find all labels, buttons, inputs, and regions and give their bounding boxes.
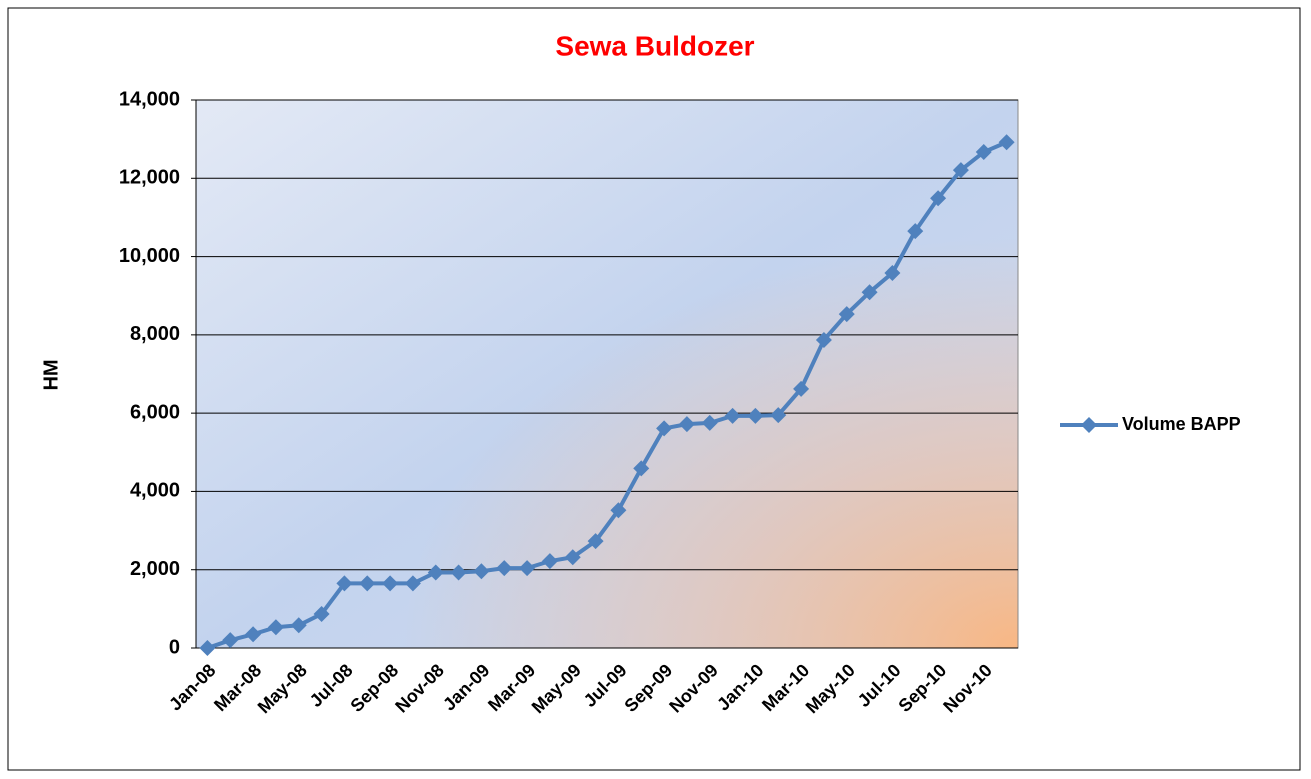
y-tick-label: 8,000 (130, 323, 180, 345)
marker (245, 626, 262, 643)
marker (724, 407, 741, 424)
plot-glow (195, 99, 1019, 649)
marker (907, 223, 924, 240)
y-tick-label: 0 (169, 636, 180, 658)
marker (587, 533, 604, 550)
marker (267, 619, 284, 636)
legend-label: Volume BAPP (1122, 414, 1241, 434)
marker (564, 549, 581, 566)
marker (541, 553, 558, 570)
marker (952, 162, 969, 179)
chart-title: Sewa Buldozer (555, 30, 754, 61)
marker (861, 284, 878, 301)
marker (450, 564, 467, 581)
marker (496, 560, 513, 577)
marker (770, 407, 787, 424)
marker (656, 420, 673, 437)
marker (815, 331, 832, 348)
marker (473, 563, 490, 580)
y-axis-title: HM (40, 359, 62, 390)
marker (793, 380, 810, 397)
marker (404, 575, 421, 592)
marker (884, 265, 901, 282)
y-tick-label: 10,000 (119, 245, 180, 267)
marker (199, 640, 216, 656)
marker (633, 460, 650, 477)
marker (930, 190, 947, 207)
marker (519, 560, 536, 577)
marker (678, 416, 695, 433)
legend-marker (1081, 417, 1097, 433)
marker (290, 617, 307, 634)
marker (336, 575, 353, 592)
marker (313, 605, 330, 622)
marker (701, 414, 718, 431)
marker (838, 306, 855, 323)
y-tick-label: 6,000 (130, 401, 180, 423)
y-tick-label: 14,000 (119, 88, 180, 110)
marker (222, 632, 239, 649)
marker (998, 134, 1015, 151)
marker (427, 564, 444, 581)
y-tick-label: 2,000 (130, 558, 180, 580)
marker (747, 407, 764, 424)
y-tick-label: 4,000 (130, 480, 180, 502)
marker (359, 575, 376, 592)
marker (610, 502, 627, 519)
marker (975, 144, 992, 161)
y-tick-label: 12,000 (119, 167, 180, 189)
marker (382, 575, 399, 592)
